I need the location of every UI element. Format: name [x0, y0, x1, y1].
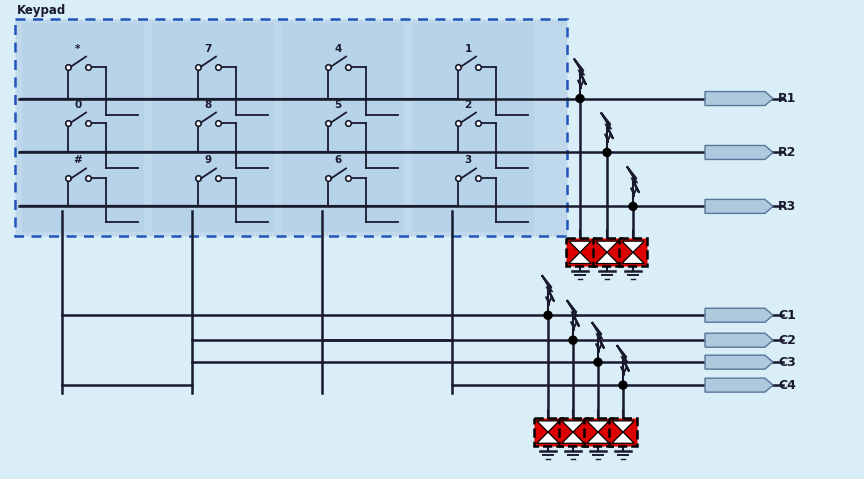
- Text: 6: 6: [334, 156, 341, 165]
- Circle shape: [594, 358, 602, 366]
- Polygon shape: [627, 166, 639, 193]
- Text: Keypad: Keypad: [17, 4, 67, 17]
- Bar: [412, 23, 534, 232]
- Polygon shape: [622, 252, 645, 263]
- Polygon shape: [705, 308, 773, 322]
- Text: R3: R3: [778, 200, 797, 213]
- Bar: [22, 23, 144, 232]
- Text: 1: 1: [464, 44, 472, 54]
- Bar: [282, 23, 404, 232]
- Polygon shape: [705, 333, 773, 347]
- Polygon shape: [567, 300, 579, 327]
- Polygon shape: [705, 146, 773, 160]
- Text: #: #: [73, 156, 82, 165]
- Polygon shape: [705, 91, 773, 105]
- Circle shape: [619, 381, 627, 389]
- Polygon shape: [587, 432, 609, 443]
- Bar: [559, 418, 587, 446]
- Text: R2: R2: [778, 146, 797, 159]
- Polygon shape: [612, 421, 634, 432]
- Polygon shape: [622, 241, 645, 252]
- Text: 0: 0: [74, 100, 81, 110]
- Circle shape: [629, 203, 637, 210]
- Polygon shape: [562, 432, 584, 443]
- Polygon shape: [705, 378, 773, 392]
- Bar: [593, 239, 621, 266]
- Circle shape: [603, 148, 611, 157]
- Text: 2: 2: [464, 100, 472, 110]
- Circle shape: [576, 94, 584, 103]
- Text: 5: 5: [334, 100, 341, 110]
- Polygon shape: [705, 199, 773, 213]
- Bar: [609, 418, 637, 446]
- Bar: [534, 418, 562, 446]
- Text: 8: 8: [205, 100, 212, 110]
- Polygon shape: [600, 113, 613, 139]
- Text: *: *: [75, 44, 80, 54]
- Text: C1: C1: [778, 309, 796, 322]
- Text: 3: 3: [464, 156, 472, 165]
- Text: 4: 4: [334, 44, 341, 54]
- Polygon shape: [569, 252, 591, 263]
- Text: C4: C4: [778, 378, 796, 392]
- Polygon shape: [537, 432, 559, 443]
- Polygon shape: [596, 252, 619, 263]
- Text: C2: C2: [778, 334, 796, 347]
- Polygon shape: [612, 432, 634, 443]
- Polygon shape: [596, 241, 619, 252]
- Polygon shape: [592, 322, 604, 349]
- Polygon shape: [617, 345, 629, 372]
- Polygon shape: [705, 355, 773, 369]
- Text: 9: 9: [205, 156, 212, 165]
- Bar: [15, 19, 567, 236]
- Polygon shape: [569, 241, 591, 252]
- Bar: [584, 418, 612, 446]
- Circle shape: [544, 311, 552, 319]
- Polygon shape: [562, 421, 584, 432]
- Polygon shape: [542, 275, 554, 302]
- Text: 7: 7: [204, 44, 212, 54]
- Circle shape: [569, 336, 577, 344]
- Polygon shape: [587, 421, 609, 432]
- Bar: [566, 239, 594, 266]
- Text: C3: C3: [778, 356, 796, 369]
- Polygon shape: [574, 58, 586, 85]
- Text: R1: R1: [778, 92, 797, 105]
- Bar: [619, 239, 647, 266]
- Polygon shape: [537, 421, 559, 432]
- Bar: [152, 23, 274, 232]
